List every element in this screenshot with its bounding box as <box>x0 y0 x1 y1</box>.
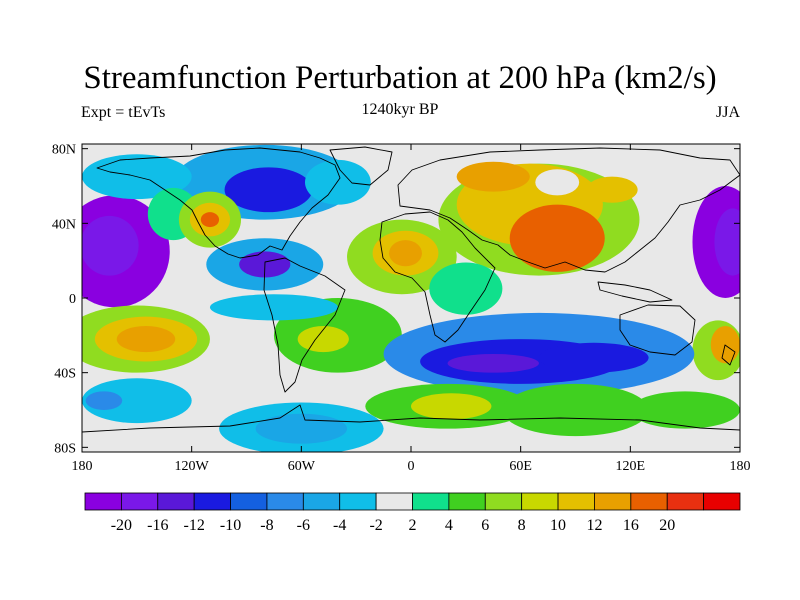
contour-region <box>429 262 503 315</box>
contour-region <box>710 326 740 364</box>
longitude-axis: 180 120W 60W 0 60E 120E 180 <box>72 144 751 474</box>
contour-region <box>224 167 313 213</box>
contour-region <box>82 378 192 424</box>
colorbar-label: 20 <box>659 517 675 534</box>
experiment-label: Expt = tEvTs <box>81 104 166 121</box>
contour-region <box>411 393 492 420</box>
contour-region <box>200 212 220 228</box>
contour-region <box>209 294 338 321</box>
lat-label: 80S <box>54 441 76 456</box>
lon-label: 60W <box>288 459 316 474</box>
colorbar: -20 -16 -12 -10 -8 -6 -4 -2 2 4 6 8 10 12 16 20 <box>84 492 741 534</box>
latitude-axis: 80N 40N 0 40S 80S <box>52 143 740 456</box>
lat-label: 40S <box>54 367 76 382</box>
colorbar-swatch <box>666 492 705 511</box>
colorbar-swatch <box>594 492 632 511</box>
contour-region <box>456 161 530 192</box>
lon-label: 180 <box>730 459 751 474</box>
contour-region <box>502 383 649 437</box>
contour-region <box>447 354 539 373</box>
colorbar-label: 4 <box>445 517 453 534</box>
colorbar-label: -4 <box>333 517 346 534</box>
colorbar-label: 6 <box>481 517 489 534</box>
contour-region <box>116 326 176 353</box>
contour-region <box>509 204 605 272</box>
lat-label: 40N <box>52 217 76 232</box>
contour-region <box>297 326 349 353</box>
colorbar-label: 8 <box>518 517 526 534</box>
lon-label: 60E <box>509 459 532 474</box>
contour-region <box>538 342 649 373</box>
colorbar-swatch <box>266 492 304 511</box>
lon-label: 180 <box>72 459 93 474</box>
lat-label: 0 <box>69 292 76 307</box>
season-label: JJA <box>715 104 740 121</box>
colorbar-swatch <box>375 492 413 511</box>
colorbar-label: -12 <box>184 517 205 534</box>
colorbar-swatch <box>521 492 559 511</box>
map-title: Streamfunction Perturbation at 200 hPa (… <box>83 60 717 96</box>
lat-label: 80N <box>52 143 76 158</box>
contour-region <box>389 240 422 267</box>
colorbar-swatch <box>230 492 268 511</box>
colorbar-label: 10 <box>550 517 566 534</box>
lon-label: 120E <box>616 459 646 474</box>
contour-region <box>82 215 139 276</box>
lon-label: 120W <box>175 459 210 474</box>
contour-region <box>714 208 740 276</box>
colorbar-label: -2 <box>369 517 382 534</box>
colorbar-swatch <box>412 492 450 511</box>
contour-region <box>630 391 740 429</box>
colorbar-label: 2 <box>409 517 417 534</box>
colorbar-label: -6 <box>297 517 310 534</box>
contour-region <box>304 159 371 205</box>
contour-region <box>535 169 580 196</box>
colorbar-swatch <box>484 492 523 511</box>
contour-region <box>586 176 638 203</box>
contour-region <box>85 391 123 410</box>
colorbar-swatch <box>557 492 595 511</box>
contour-region <box>255 413 348 444</box>
colorbar-label: -10 <box>220 517 241 534</box>
colorbar-label: 16 <box>623 517 639 534</box>
time-label: 1240kyr BP <box>361 101 439 118</box>
lon-label: 0 <box>408 459 415 474</box>
colorbar-label: -20 <box>111 517 132 534</box>
colorbar-swatch <box>302 492 341 511</box>
colorbar-label: 12 <box>586 517 602 534</box>
colorbar-swatch <box>448 492 486 511</box>
contour-field <box>82 144 740 452</box>
colorbar-swatch <box>157 492 195 511</box>
colorbar-swatch <box>703 492 741 511</box>
colorbar-swatch <box>193 492 231 511</box>
colorbar-swatch <box>84 492 122 511</box>
colorbar-label: -16 <box>147 517 168 534</box>
colorbar-swatch <box>630 492 668 511</box>
colorbar-swatch <box>339 492 377 511</box>
colorbar-swatch <box>120 492 159 511</box>
coastlines <box>82 146 740 433</box>
colorbar-label: -8 <box>260 517 273 534</box>
